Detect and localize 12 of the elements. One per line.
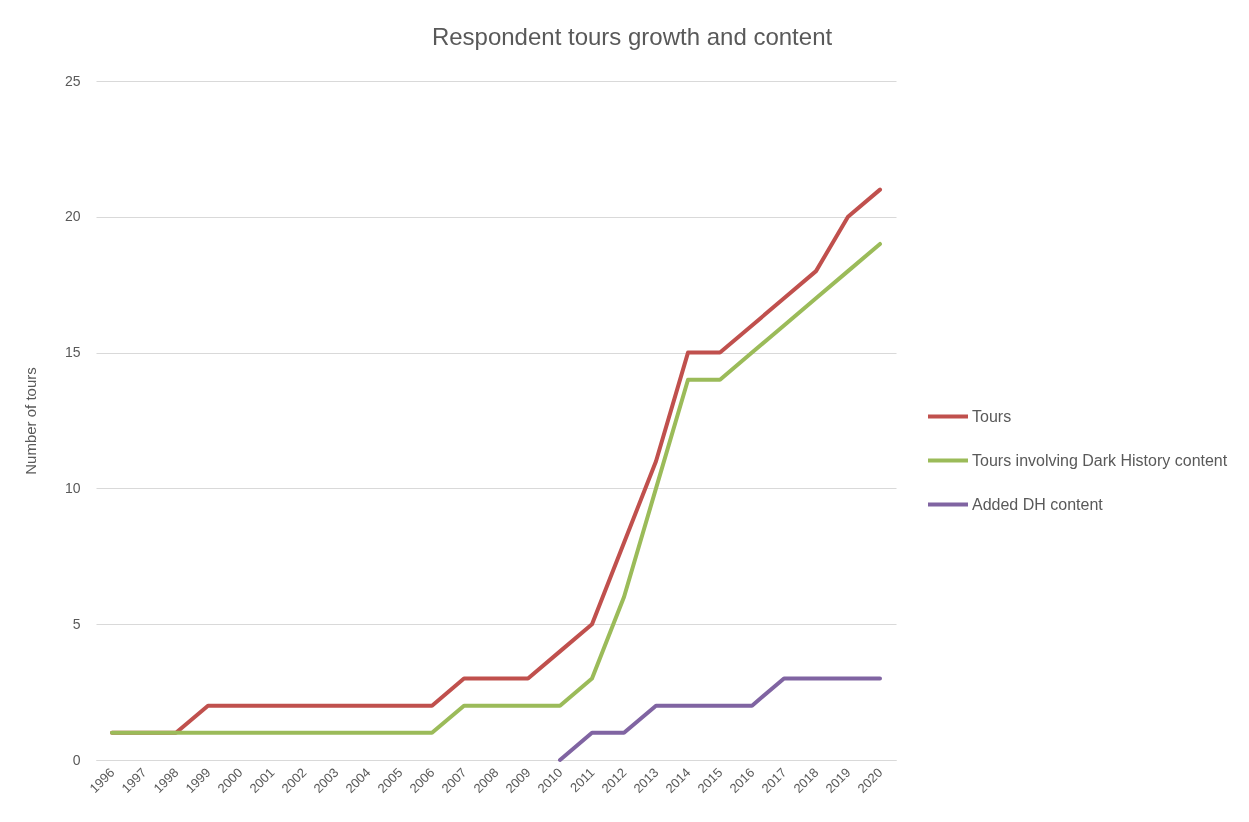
y-tick-label: 15: [64, 344, 81, 361]
legend-label: Tours involving Dark History content: [972, 451, 1228, 469]
y-tick-label: 20: [64, 208, 81, 225]
y-tick-label: 25: [64, 72, 81, 89]
chart-title: Respondent tours growth and content: [431, 23, 833, 50]
y-tick-label: 5: [72, 615, 81, 632]
y-tick-label: 10: [64, 479, 81, 496]
line-series: [558, 676, 882, 762]
y-tick-label: 0: [72, 751, 81, 768]
legend-label: Tours: [972, 407, 1012, 425]
legend-label: Added DH content: [972, 495, 1104, 513]
y-axis-title: Number of tours: [21, 367, 39, 475]
